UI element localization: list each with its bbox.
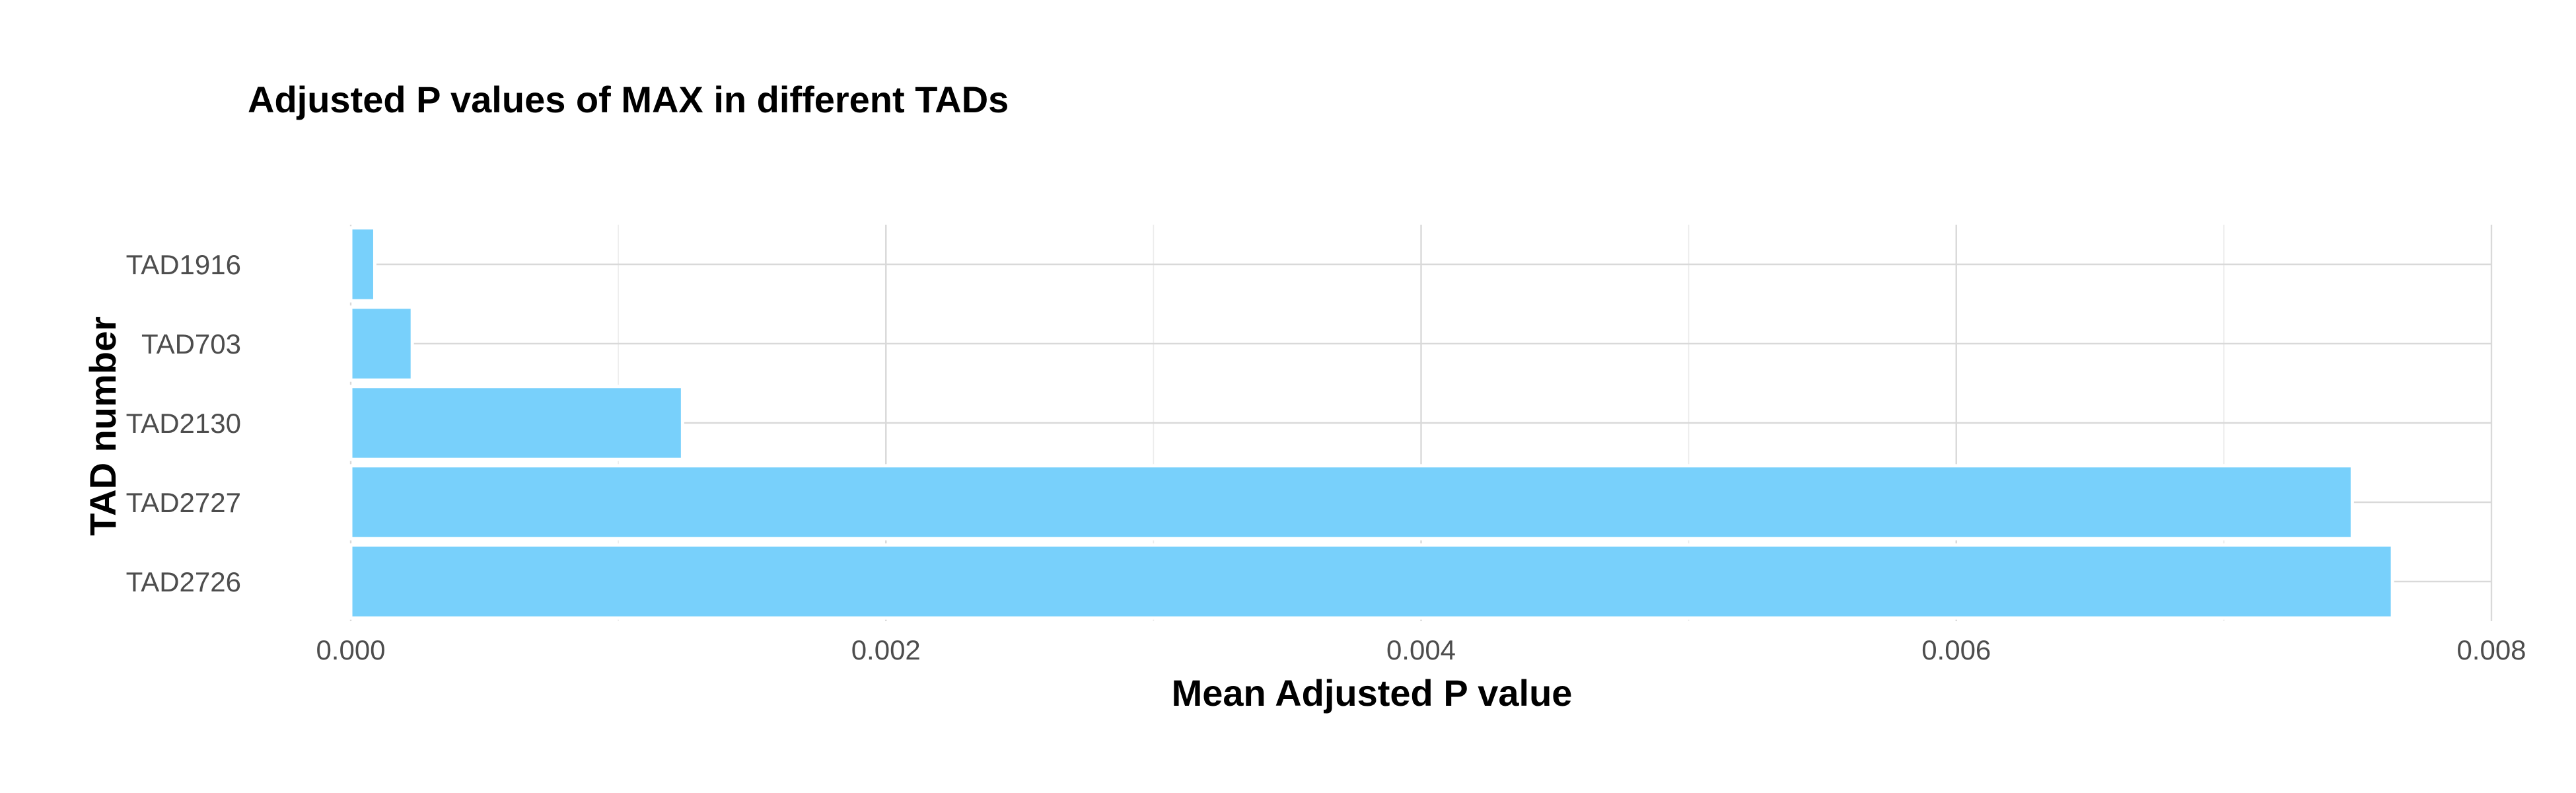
bar-tad2726	[349, 543, 2394, 620]
y-tick-label: TAD2727	[126, 487, 241, 518]
x-axis-title: Mean Adjusted P value	[1172, 672, 1573, 714]
bar-tad2130	[349, 385, 684, 461]
y-tick-label: TAD703	[141, 328, 241, 359]
x-tick-label: 0.002	[851, 634, 921, 665]
y-tick-label: TAD2726	[126, 566, 241, 597]
x-tick-label: 0.006	[1921, 634, 1991, 665]
y-tick-label: TAD1916	[126, 249, 241, 280]
bars	[349, 226, 2394, 620]
x-tick-label: 0.004	[1386, 634, 1456, 665]
bar-tad703	[349, 305, 414, 382]
x-tick-label: 0.008	[2456, 634, 2526, 665]
bar-tad1916	[349, 226, 376, 303]
x-axis-ticks: 0.000 0.002 0.004 0.006 0.008	[316, 634, 2526, 665]
bar-tad2727	[349, 464, 2354, 541]
x-tick-label: 0.000	[316, 634, 385, 665]
y-axis-ticks: TAD1916 TAD703 TAD2130 TAD2727 TAD2726	[126, 249, 241, 597]
chart-title: Adjusted P values of MAX in different TA…	[248, 79, 1009, 120]
y-axis-title: TAD number	[82, 317, 124, 536]
y-tick-label: TAD2130	[126, 408, 241, 439]
